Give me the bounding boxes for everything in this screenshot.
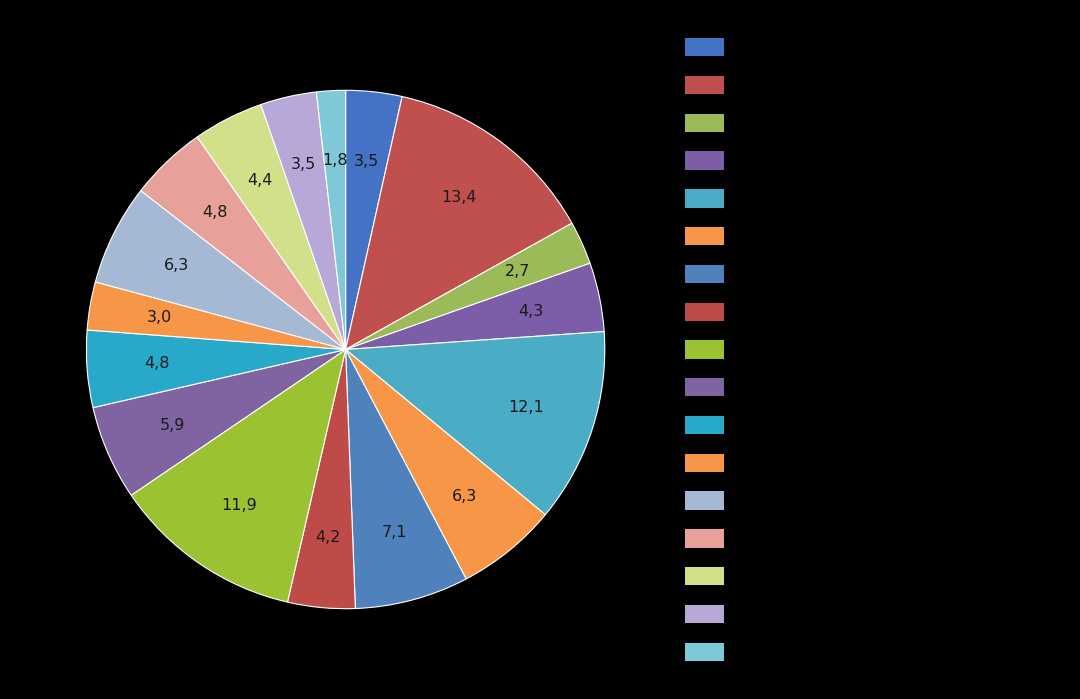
Wedge shape: [346, 90, 402, 350]
Wedge shape: [346, 264, 604, 350]
Text: 4,3: 4,3: [518, 303, 543, 319]
Wedge shape: [346, 331, 605, 514]
Wedge shape: [132, 350, 346, 602]
Wedge shape: [95, 191, 346, 350]
Text: 3,5: 3,5: [292, 157, 316, 173]
Bar: [685, 303, 724, 321]
Bar: [685, 605, 724, 624]
Bar: [685, 642, 724, 661]
Bar: [685, 378, 724, 396]
Wedge shape: [287, 350, 355, 609]
Bar: [685, 75, 724, 94]
Text: 11,9: 11,9: [221, 498, 257, 513]
Bar: [685, 227, 724, 245]
Bar: [685, 454, 724, 472]
Wedge shape: [140, 137, 346, 350]
Wedge shape: [346, 350, 545, 579]
Wedge shape: [346, 96, 572, 350]
Text: 6,3: 6,3: [453, 489, 477, 504]
Wedge shape: [346, 223, 590, 350]
Wedge shape: [261, 92, 346, 350]
Bar: [685, 567, 724, 585]
Text: 3,5: 3,5: [354, 154, 379, 169]
Text: 4,8: 4,8: [202, 205, 228, 220]
Wedge shape: [86, 330, 346, 408]
Bar: [685, 189, 724, 208]
Bar: [685, 152, 724, 170]
Text: 1,8: 1,8: [322, 153, 348, 168]
Wedge shape: [93, 350, 346, 495]
Bar: [685, 529, 724, 547]
Text: 5,9: 5,9: [160, 418, 185, 433]
Text: 2,7: 2,7: [505, 264, 530, 279]
Text: 6,3: 6,3: [163, 258, 189, 273]
Text: 4,4: 4,4: [247, 173, 272, 189]
Wedge shape: [198, 105, 346, 350]
Bar: [685, 416, 724, 434]
Text: 4,8: 4,8: [144, 356, 170, 371]
Text: 7,1: 7,1: [381, 525, 407, 540]
Wedge shape: [316, 90, 346, 350]
Bar: [685, 114, 724, 132]
Bar: [685, 491, 724, 510]
Text: 13,4: 13,4: [441, 190, 476, 206]
Bar: [685, 38, 724, 57]
Text: 12,1: 12,1: [508, 400, 543, 415]
Text: 3,0: 3,0: [147, 310, 172, 325]
Text: 4,2: 4,2: [315, 531, 340, 545]
Bar: [685, 265, 724, 283]
Wedge shape: [87, 282, 346, 350]
Bar: [685, 340, 724, 359]
Wedge shape: [346, 350, 467, 609]
